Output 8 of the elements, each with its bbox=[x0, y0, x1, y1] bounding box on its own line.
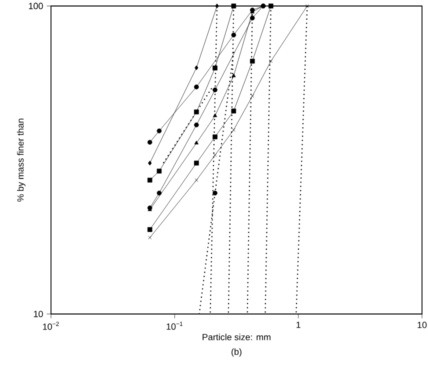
x-tick-label: 10$^{−2}$ bbox=[43, 322, 59, 330]
y-tick-label: 100 bbox=[28, 2, 43, 10]
x-axis-title: Particle size: mm bbox=[202, 334, 270, 340]
x-tick-label: 10 bbox=[418, 322, 427, 328]
y-axis-title: % by mass finer than bbox=[17, 118, 26, 202]
text: (b) bbox=[232, 348, 242, 357]
x-tick-label: 1 bbox=[296, 322, 300, 328]
x-tick-label: 10$^{−1}$ bbox=[166, 322, 183, 330]
